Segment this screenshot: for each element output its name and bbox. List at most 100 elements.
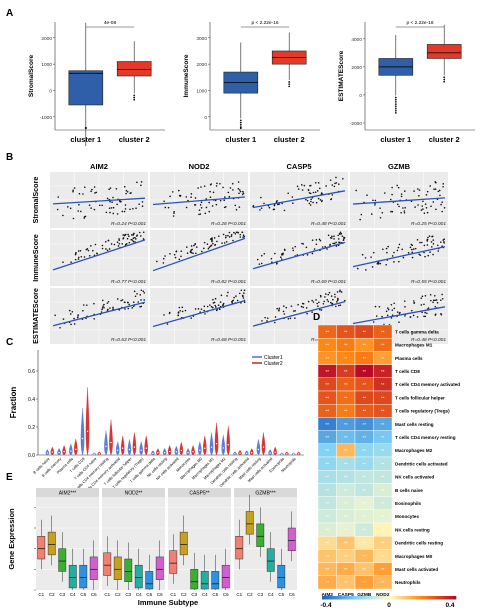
row-label: T cells CD4 memory resting [395, 435, 456, 440]
cell-significance: ** [381, 527, 385, 532]
box-c6 [287, 527, 296, 551]
data-point [140, 299, 142, 301]
data-point [85, 248, 88, 251]
data-point [396, 184, 398, 187]
box-c5 [79, 564, 88, 589]
data-point [222, 186, 224, 189]
data-point [270, 257, 273, 260]
data-point [214, 244, 216, 246]
data-point [365, 269, 367, 271]
data-point [127, 307, 130, 310]
violin-cluster1 [127, 439, 132, 456]
cell-significance: ** [381, 554, 385, 559]
x-tick-label: C4 [136, 592, 142, 597]
data-point [237, 187, 240, 190]
outlier-point [239, 127, 242, 129]
data-point [195, 246, 198, 248]
cell-significance: ** [325, 461, 329, 466]
data-point [441, 293, 443, 296]
data-point [204, 212, 207, 215]
data-point [195, 252, 197, 255]
data-point [393, 307, 396, 310]
data-point [118, 238, 120, 240]
data-point [128, 303, 130, 306]
violin-cluster1 [268, 449, 272, 456]
violin-median [234, 453, 236, 455]
data-point [283, 313, 286, 315]
data-point [302, 243, 305, 245]
data-point [125, 243, 128, 245]
data-point [319, 308, 321, 311]
data-point [212, 242, 214, 245]
colorbar-segment [399, 596, 403, 600]
y-axis-title: StromalScore [28, 54, 35, 97]
data-point [75, 251, 77, 254]
data-point [192, 252, 194, 254]
data-point [112, 196, 114, 199]
data-point [426, 211, 429, 214]
data-point [281, 202, 283, 205]
data-point [429, 293, 432, 296]
data-point [209, 238, 212, 240]
panel-b: AIM2 NOD2 CASP5 GZMB StromalScore R=0.24 P<0.… [31, 162, 448, 344]
violin-cluster1 [209, 432, 214, 456]
violin-cluster2 [109, 419, 113, 456]
cell-significance: ** [344, 409, 348, 414]
data-point [228, 195, 231, 198]
data-point [400, 195, 403, 198]
data-point [210, 305, 213, 308]
data-point [281, 253, 283, 256]
violin-median [187, 451, 189, 454]
data-point [133, 290, 136, 293]
data-point [443, 206, 446, 209]
data-point [386, 251, 388, 254]
data-point [167, 206, 170, 209]
data-point [294, 317, 296, 319]
violin-median [199, 449, 201, 451]
data-point [238, 189, 241, 191]
cell-significance: ** [325, 369, 329, 374]
data-point [123, 185, 126, 188]
colorbar-segment [362, 596, 366, 600]
data-point [274, 316, 277, 318]
data-point [163, 200, 165, 203]
data-point [243, 292, 245, 294]
colorbar-segment [439, 596, 443, 600]
data-point [374, 305, 377, 308]
box-c6 [155, 556, 164, 580]
cell-significance: ** [325, 554, 329, 559]
data-point [124, 208, 127, 210]
data-point [364, 257, 367, 259]
cell-significance: ** [362, 461, 366, 466]
data-point [393, 251, 395, 254]
data-point [339, 233, 341, 236]
data-point [278, 307, 281, 310]
data-point [242, 234, 245, 237]
violin-cluster2 [273, 446, 277, 456]
data-point [306, 254, 309, 256]
data-point [331, 194, 334, 196]
data-point [95, 191, 98, 194]
data-point [213, 237, 216, 239]
data-point [141, 205, 144, 207]
data-point [426, 190, 429, 193]
data-point [90, 245, 92, 247]
data-point [56, 208, 59, 211]
data-point [435, 299, 438, 301]
data-point [282, 310, 285, 313]
data-point [282, 252, 284, 255]
cell-significance: ** [325, 448, 329, 453]
cell-significance: ** [381, 369, 385, 374]
data-point [385, 310, 388, 313]
data-point [335, 245, 338, 247]
data-point [315, 299, 317, 301]
violin-median [75, 448, 77, 451]
data-point [233, 296, 235, 299]
data-point [412, 314, 415, 317]
violin-median [105, 445, 107, 448]
colorbar-segment [445, 596, 450, 600]
data-point [419, 241, 421, 244]
violin-median [152, 452, 154, 455]
panel-c-label: C [6, 337, 13, 348]
data-point [356, 267, 359, 270]
